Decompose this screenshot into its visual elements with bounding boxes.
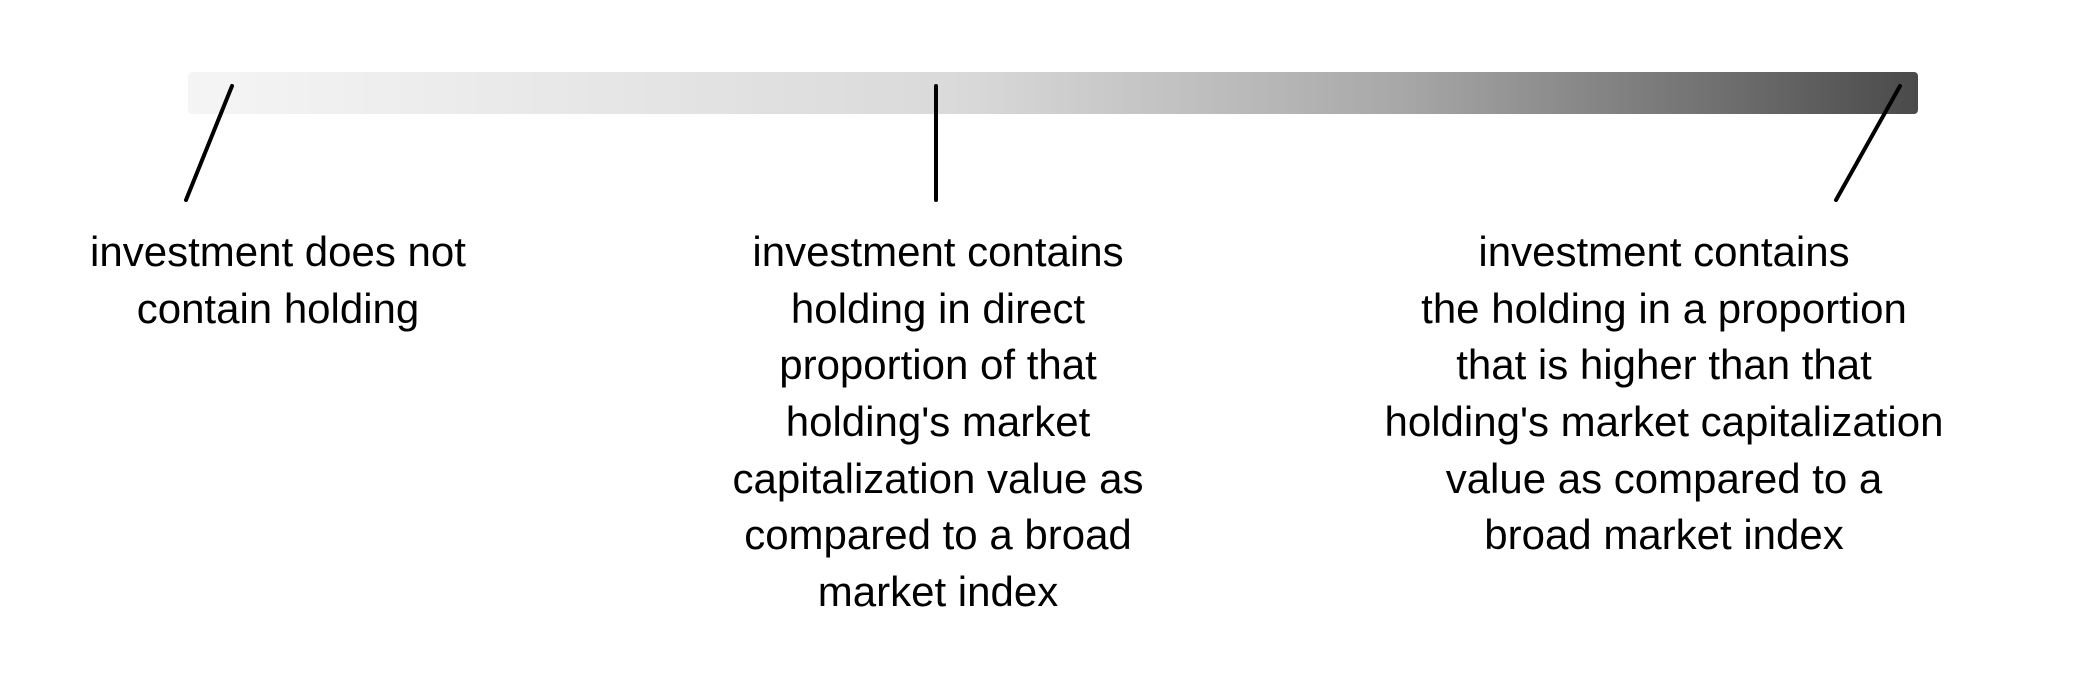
label-middle: investment containsholding in directprop…	[678, 224, 1198, 621]
label-left: investment does notcontain holding	[58, 224, 498, 337]
label-right: investment containsthe holding in a prop…	[1344, 224, 1984, 564]
gradient-scale-bar	[188, 72, 1918, 114]
